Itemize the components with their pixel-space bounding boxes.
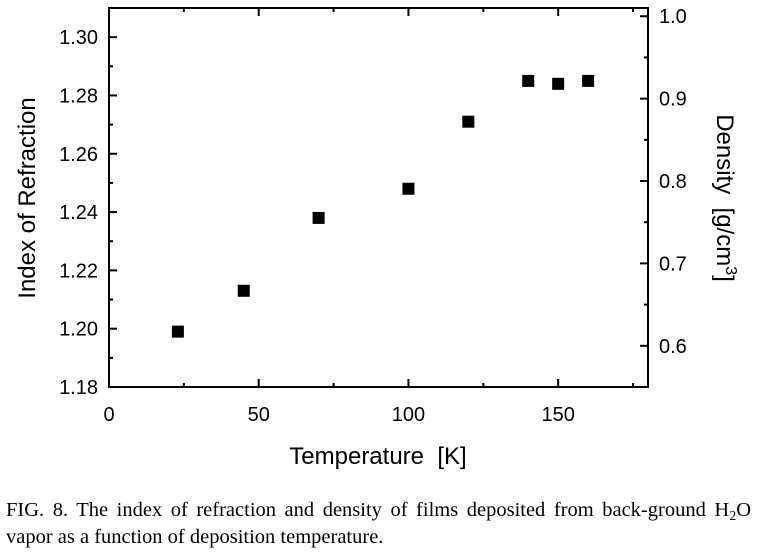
plot-frame — [108, 7, 649, 388]
data-points — [171, 74, 595, 338]
caption-text-1: FIG. 8. The index of refraction and dens… — [6, 499, 730, 521]
caption-text-2: O vapor as a function of deposition temp… — [6, 499, 751, 548]
y2-axis-title-main: Density [g/cm — [711, 114, 738, 266]
y2-axis-title: Density [g/cm3] — [711, 114, 739, 282]
data-point — [462, 115, 475, 128]
y-tick-label: 1.22 — [59, 260, 98, 282]
caption-subscript: 2 — [729, 509, 737, 524]
y2-tick-label: 0.7 — [659, 253, 687, 275]
y-tick-label: 1.26 — [59, 144, 98, 166]
x-tick-label: 100 — [392, 404, 425, 426]
y2-tick-label: 0.8 — [659, 171, 687, 193]
data-point — [402, 182, 415, 195]
x-tick-label: 150 — [541, 404, 574, 426]
y-tick-label: 1.18 — [59, 377, 98, 399]
y-tick-label: 1.20 — [59, 319, 98, 341]
y-tick-label: 1.28 — [59, 85, 98, 107]
chart: 0 50 100 150 1.18 1.20 1.22 1.24 1.26 1.28 1.30 0.6… — [14, 6, 739, 470]
y2-axis-title-superscript: 3 — [722, 266, 739, 275]
y-tick-label: 1.30 — [59, 27, 98, 49]
data-point — [582, 74, 595, 87]
x-tick-label: 50 — [248, 404, 270, 426]
y2-tick-label: 1.0 — [659, 6, 687, 28]
y-axis-title: Index of Refraction — [14, 97, 41, 298]
data-point — [522, 74, 535, 87]
x-tick-label: 0 — [103, 404, 114, 426]
data-point — [552, 77, 565, 90]
x-axis-title: Temperature [K] — [289, 443, 466, 470]
data-point — [171, 325, 184, 338]
data-point — [312, 211, 325, 224]
y2-tick-label: 0.9 — [659, 89, 687, 111]
y2-tick-label: 0.6 — [659, 336, 687, 358]
data-point — [237, 284, 250, 297]
tick-labels: 0 50 100 150 1.18 1.20 1.22 1.24 1.26 1.28 1.30 0.6… — [59, 6, 687, 426]
y-tick-label: 1.24 — [59, 202, 98, 224]
figure-caption: FIG. 8. The index of refraction and dens… — [6, 497, 751, 551]
y2-axis-title-end: ] — [711, 275, 738, 282]
axis-ticks — [108, 8, 648, 388]
